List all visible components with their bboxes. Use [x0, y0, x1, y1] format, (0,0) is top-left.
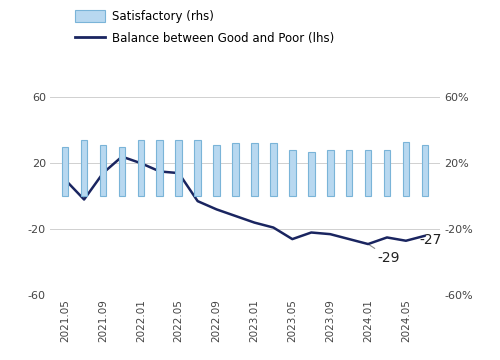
Bar — [176, 140, 182, 196]
Bar — [214, 145, 220, 196]
Bar — [289, 150, 296, 196]
Bar — [118, 147, 126, 196]
Bar — [364, 150, 372, 196]
Text: -29: -29 — [368, 244, 400, 265]
Text: -27: -27 — [419, 233, 442, 247]
Bar — [327, 150, 334, 196]
Legend: Satisfactory (rhs), Balance between Good and Poor (lhs): Satisfactory (rhs), Balance between Good… — [76, 9, 334, 45]
Bar — [402, 142, 409, 196]
Bar — [156, 140, 163, 196]
Bar — [100, 145, 106, 196]
Bar — [346, 150, 352, 196]
Bar — [81, 140, 87, 196]
Bar — [194, 140, 201, 196]
Bar — [270, 143, 276, 196]
Bar — [308, 152, 314, 196]
Bar — [232, 143, 239, 196]
Bar — [384, 150, 390, 196]
Bar — [422, 145, 428, 196]
Bar — [138, 140, 144, 196]
Bar — [251, 143, 258, 196]
Bar — [62, 147, 68, 196]
